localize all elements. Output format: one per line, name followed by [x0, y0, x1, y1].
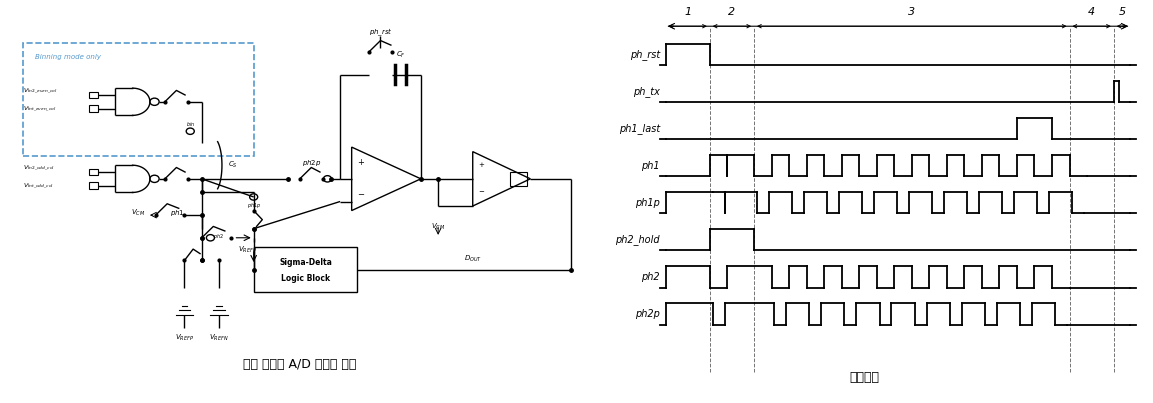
Text: $V_{Int\_even\_col}$: $V_{Int\_even\_col}$	[23, 104, 56, 113]
Text: +: +	[357, 158, 363, 168]
Text: Binning mode only: Binning mode only	[35, 54, 100, 60]
Text: $ph2p$: $ph2p$	[302, 158, 321, 168]
Text: $V_{Int\_odd\_col}$: $V_{Int\_odd\_col}$	[23, 181, 54, 190]
Bar	[254, 247, 357, 292]
Text: 델타 시그마 A/D 변환기 구조: 델타 시그마 A/D 변환기 구조	[243, 358, 356, 371]
Text: $C_F$: $C_F$	[395, 50, 406, 60]
Text: Sigma-Delta: Sigma-Delta	[279, 258, 332, 267]
Text: $C_S$: $C_S$	[227, 160, 238, 170]
Text: $_{ph1p}$: $_{ph1p}$	[247, 201, 261, 211]
Text: ph_tx: ph_tx	[633, 86, 660, 97]
Text: ph2_hold: ph2_hold	[616, 235, 660, 245]
Text: $V_{In2\_odd\_col}$: $V_{In2\_odd\_col}$	[23, 163, 55, 172]
Text: $D_{OUT}$: $D_{OUT}$	[464, 253, 482, 264]
Text: 5: 5	[1118, 7, 1125, 17]
Text: 타이밍도: 타이밍도	[850, 371, 880, 384]
Bar	[90, 91, 98, 98]
Text: Logic Block: Logic Block	[281, 274, 330, 283]
Text: $V_{REFN}$: $V_{REFN}$	[209, 333, 229, 343]
Polygon shape	[352, 147, 421, 210]
Text: 1: 1	[684, 7, 691, 17]
Text: $V_{REFP}$: $V_{REFP}$	[175, 333, 194, 343]
Bar	[510, 172, 527, 186]
Text: ph1_last: ph1_last	[619, 123, 660, 134]
Text: $ph1$: $ph1$	[171, 208, 184, 218]
Bar	[23, 43, 254, 156]
Bar	[90, 168, 98, 175]
Text: $V_{CM}$: $V_{CM}$	[431, 222, 445, 232]
Text: ph1p: ph1p	[635, 198, 660, 208]
Text: ph1: ph1	[641, 161, 660, 171]
Text: +: +	[478, 162, 484, 168]
Text: $V_{CM}$: $V_{CM}$	[131, 208, 145, 218]
Text: $ph\_rst$: $ph\_rst$	[369, 26, 392, 37]
Text: 4: 4	[1088, 7, 1095, 17]
Text: $V_{REFP}$: $V_{REFP}$	[239, 244, 257, 255]
Bar	[90, 182, 98, 189]
Text: ph2p: ph2p	[635, 309, 660, 319]
Polygon shape	[473, 152, 530, 206]
Text: ph2: ph2	[641, 272, 660, 282]
Text: 3: 3	[909, 7, 915, 17]
Text: 2: 2	[729, 7, 736, 17]
Text: $V_{In2\_even\_col}$: $V_{In2\_even\_col}$	[23, 86, 58, 95]
Bar	[90, 105, 98, 112]
Text: −: −	[478, 189, 484, 195]
Text: $_{bin}$: $_{bin}$	[186, 120, 195, 129]
Text: −: −	[356, 190, 364, 199]
Text: $_{ph2}$: $_{ph2}$	[213, 233, 224, 243]
Text: ph_rst: ph_rst	[630, 49, 660, 60]
